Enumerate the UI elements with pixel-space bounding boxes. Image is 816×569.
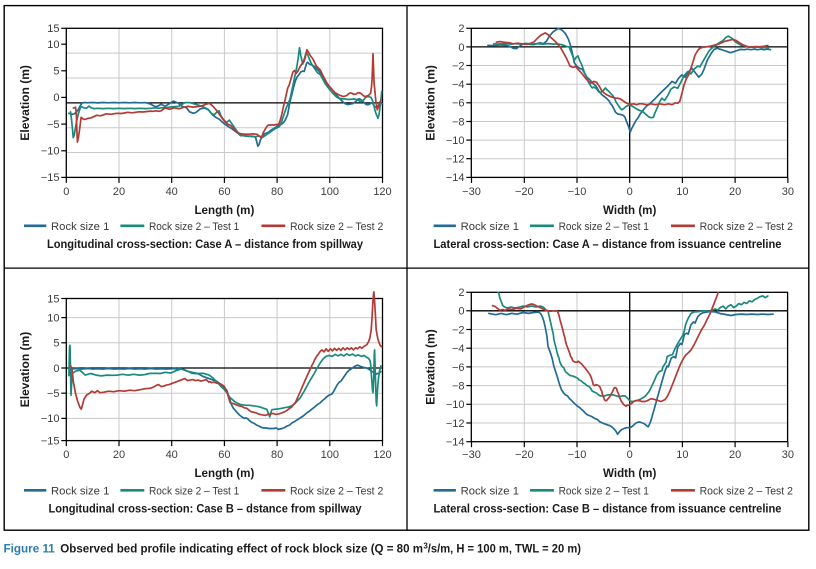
svg-text:/s/m, H = 100 m, TWL = 20 m): /s/m, H = 100 m, TWL = 20 m): [428, 542, 581, 555]
svg-text:−20: −20: [515, 449, 534, 461]
svg-text:0: 0: [458, 306, 464, 318]
svg-text:20: 20: [729, 186, 741, 198]
svg-text:−10: −10: [446, 135, 465, 147]
svg-text:−15: −15: [41, 436, 60, 448]
svg-text:Elevation (m): Elevation (m): [425, 329, 438, 405]
svg-text:Rock size 2 – Test 2: Rock size 2 – Test 2: [700, 221, 793, 233]
svg-text:Rock size 2 – Test 2: Rock size 2 – Test 2: [290, 485, 383, 497]
svg-text:5: 5: [53, 338, 59, 350]
svg-text:10: 10: [676, 186, 688, 198]
svg-text:−20: −20: [515, 186, 534, 198]
svg-text:100: 100: [321, 449, 339, 461]
svg-text:60: 60: [218, 449, 230, 461]
svg-text:100: 100: [321, 186, 339, 198]
svg-text:Elevation (m): Elevation (m): [19, 332, 32, 408]
svg-text:0: 0: [63, 449, 69, 461]
svg-text:−30: −30: [462, 186, 481, 198]
svg-text:0: 0: [458, 42, 464, 54]
svg-text:−12: −12: [446, 418, 465, 430]
svg-text:−14: −14: [446, 172, 465, 184]
svg-text:2: 2: [458, 287, 464, 299]
svg-text:Lateral cross-section: Case B: Lateral cross-section: Case B – distance…: [434, 501, 782, 515]
svg-text:Figure 11: Figure 11: [4, 542, 56, 555]
svg-text:15: 15: [47, 293, 59, 305]
svg-text:120: 120: [373, 449, 391, 461]
svg-text:3: 3: [423, 541, 428, 550]
svg-text:−5: −5: [47, 119, 60, 131]
svg-text:−4: −4: [452, 79, 465, 91]
svg-text:Width (m): Width (m): [603, 467, 656, 480]
svg-text:Rock size 2 – Test 1: Rock size 2 – Test 1: [149, 485, 239, 497]
svg-text:−14: −14: [446, 437, 465, 449]
svg-text:Rock size 2 – Test 2: Rock size 2 – Test 2: [290, 221, 383, 233]
svg-text:30: 30: [782, 449, 794, 461]
svg-text:Rock size 2 – Test 1: Rock size 2 – Test 1: [149, 221, 239, 233]
svg-text:Rock size 2 – Test 2: Rock size 2 – Test 2: [700, 485, 793, 497]
svg-text:−4: −4: [452, 343, 465, 355]
svg-text:Rock size 1: Rock size 1: [461, 221, 519, 233]
svg-text:20: 20: [113, 186, 125, 198]
svg-text:Width (m): Width (m): [603, 204, 656, 217]
svg-text:10: 10: [47, 313, 59, 325]
svg-text:−6: −6: [452, 362, 465, 374]
svg-text:−30: −30: [462, 449, 481, 461]
svg-text:0: 0: [53, 92, 59, 104]
svg-text:−8: −8: [452, 116, 465, 128]
svg-text:Elevation (m): Elevation (m): [425, 65, 438, 141]
svg-text:40: 40: [166, 449, 178, 461]
svg-text:−10: −10: [446, 399, 465, 411]
svg-text:40: 40: [166, 186, 178, 198]
svg-text:Rock size 1: Rock size 1: [461, 485, 519, 497]
svg-text:Rock size 2 – Test 1: Rock size 2 – Test 1: [559, 485, 649, 497]
svg-text:80: 80: [271, 449, 283, 461]
svg-text:−5: −5: [47, 388, 60, 400]
svg-text:0: 0: [53, 363, 59, 375]
svg-text:120: 120: [373, 186, 391, 198]
svg-text:Length (m): Length (m): [194, 467, 254, 480]
svg-text:Longitudinal cross-section: Ca: Longitudinal cross-section: Case A – dis…: [47, 237, 363, 251]
svg-text:Rock size 2 – Test 1: Rock size 2 – Test 1: [559, 221, 649, 233]
svg-text:2: 2: [458, 23, 464, 35]
svg-text:60: 60: [218, 186, 230, 198]
svg-text:30: 30: [782, 186, 794, 198]
svg-text:−10: −10: [41, 413, 60, 425]
svg-text:Rock size 1: Rock size 1: [51, 485, 109, 497]
svg-text:−12: −12: [446, 154, 465, 166]
svg-text:Lateral cross-section: Case A: Lateral cross-section: Case A – distance…: [434, 237, 782, 251]
svg-text:−2: −2: [452, 60, 465, 72]
svg-text:Observed bed profile indicatin: Observed bed profile indicating effect o…: [60, 542, 423, 555]
svg-text:−10: −10: [568, 449, 587, 461]
svg-text:Length (m): Length (m): [194, 204, 254, 217]
svg-text:0: 0: [63, 186, 69, 198]
svg-text:20: 20: [113, 449, 125, 461]
svg-text:5: 5: [53, 66, 59, 78]
svg-text:80: 80: [271, 186, 283, 198]
svg-text:20: 20: [729, 449, 741, 461]
svg-text:0: 0: [627, 186, 633, 198]
svg-text:−2: −2: [452, 324, 465, 336]
svg-text:−8: −8: [452, 381, 465, 393]
svg-text:15: 15: [47, 23, 59, 35]
svg-text:10: 10: [676, 449, 688, 461]
svg-text:Elevation (m): Elevation (m): [19, 65, 32, 141]
svg-text:−10: −10: [568, 186, 587, 198]
svg-text:0: 0: [627, 449, 633, 461]
svg-text:−6: −6: [452, 98, 465, 110]
svg-text:Rock size 1: Rock size 1: [51, 221, 109, 233]
svg-text:−15: −15: [41, 172, 60, 184]
svg-text:Longitudinal cross-section: Ca: Longitudinal cross-section: Case B – dst…: [49, 501, 362, 515]
svg-text:−10: −10: [41, 146, 60, 158]
svg-text:10: 10: [47, 39, 59, 51]
